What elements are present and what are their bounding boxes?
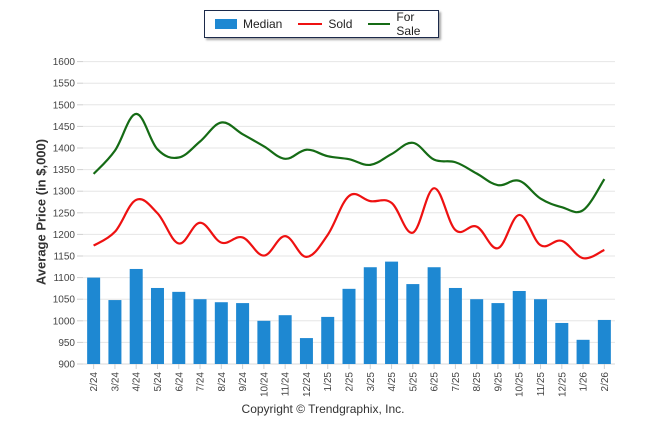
x-tick-label: 4/25 [387, 372, 398, 392]
x-tick-label: 1/25 [323, 372, 334, 392]
bar-2-24 [87, 277, 101, 364]
y-tick-label: 1500 [53, 100, 76, 111]
x-tick-label: 4/24 [132, 372, 143, 392]
sold-line [93, 187, 605, 260]
y-tick-label: 1350 [53, 165, 76, 176]
legend-label: Median [243, 17, 283, 31]
y-tick-label: 1100 [53, 273, 75, 284]
x-axis-ticks: 2/24 3/24 4/24 5/24 6/24 7/24 8/24 9/24 10/24 11/… [89, 364, 611, 397]
bar-9-24 [236, 303, 250, 364]
bar-12-25 [555, 322, 569, 364]
x-tick-label: 3/25 [366, 372, 377, 392]
y-tick-label: 1200 [53, 230, 76, 241]
y-tick-label: 1450 [53, 122, 76, 133]
y-tick-label: 1250 [53, 208, 76, 219]
y-tick-label: 1550 [53, 79, 76, 90]
y-tick-label: 1600 [53, 57, 76, 68]
x-tick-label: 8/24 [217, 372, 228, 392]
x-tick-label: 7/24 [196, 372, 207, 392]
bar-8-24 [214, 302, 228, 364]
y-tick-label: 1400 [53, 144, 76, 155]
legend-item-median[interactable]: Median [215, 17, 282, 31]
bar-7-25 [448, 287, 462, 364]
bar-11-24 [278, 315, 292, 364]
x-tick-label: 6/25 [430, 372, 441, 392]
legend-label: For Sale [396, 10, 421, 38]
bar-4-25 [385, 261, 399, 364]
bar-12-24 [299, 338, 313, 364]
x-tick-label: 6/24 [174, 372, 185, 392]
bar-4-24 [129, 268, 143, 364]
legend-label: Sold [328, 17, 353, 31]
y-tick-label: 950 [58, 338, 75, 349]
y-tick-label: 1000 [53, 316, 76, 327]
x-tick-label: 5/24 [153, 372, 164, 392]
x-tick-label: 3/24 [110, 372, 121, 392]
x-tick-label: 12/25 [557, 372, 568, 397]
x-tick-label: 9/25 [493, 372, 504, 392]
x-tick-label: 8/25 [472, 372, 483, 392]
y-tick-label: 1050 [53, 295, 76, 306]
bar-6-25 [427, 267, 441, 364]
legend: Median Sold For Sale [204, 10, 439, 38]
for-sale-line [92, 112, 606, 214]
x-tick-label: 10/24 [259, 372, 270, 397]
y-tick-label: 1300 [53, 187, 76, 198]
y-axis-ticks: 900 950 1000 1050 1100 1150 1200 1250 1300 1350 14… [53, 57, 76, 370]
x-tick-label: 9/24 [238, 372, 249, 392]
bar-6-24 [172, 291, 186, 364]
bar-3-24 [108, 300, 122, 364]
bar-5-25 [406, 284, 420, 364]
bar-10-24 [257, 320, 271, 364]
bar-1-25 [321, 316, 335, 364]
x-tick-label: 11/24 [281, 372, 292, 397]
x-tick-label: 10/25 [515, 372, 526, 397]
legend-item-sold[interactable]: Sold [292, 17, 352, 31]
bar-11-25 [534, 299, 548, 364]
x-tick-label: 1/26 [579, 372, 590, 392]
y-axis-title: Average Price (in $,000) [33, 139, 48, 285]
x-tick-label: 2/26 [600, 372, 611, 392]
median-bars [87, 261, 611, 364]
sold-swatch-icon [298, 23, 323, 25]
bar-3-25 [363, 267, 377, 364]
bar-5-24 [150, 287, 164, 364]
x-tick-label: 2/25 [345, 372, 356, 392]
bar-8-25 [470, 299, 484, 364]
y-tick-label: 1150 [53, 252, 75, 263]
x-tick-label: 11/25 [536, 372, 547, 397]
bar-7-24 [193, 299, 207, 364]
x-tick-label: 7/25 [451, 372, 462, 392]
legend-item-for-sale[interactable]: For Sale [362, 10, 438, 38]
for-sale-swatch-icon [368, 23, 391, 25]
bar-10-25 [512, 290, 526, 364]
bar-1-26 [576, 339, 590, 364]
copyright-text: Copyright © Trendgraphix, Inc. [241, 402, 405, 416]
median-swatch-icon [215, 19, 237, 29]
bar-2-25 [342, 288, 356, 364]
bar-9-25 [491, 303, 505, 364]
trend-lines [92, 112, 606, 260]
x-tick-label: 5/25 [408, 372, 419, 392]
bar-2-26 [597, 319, 611, 364]
x-tick-label: 2/24 [89, 372, 100, 392]
x-tick-label: 12/24 [302, 372, 313, 397]
y-tick-label: 900 [58, 360, 75, 371]
